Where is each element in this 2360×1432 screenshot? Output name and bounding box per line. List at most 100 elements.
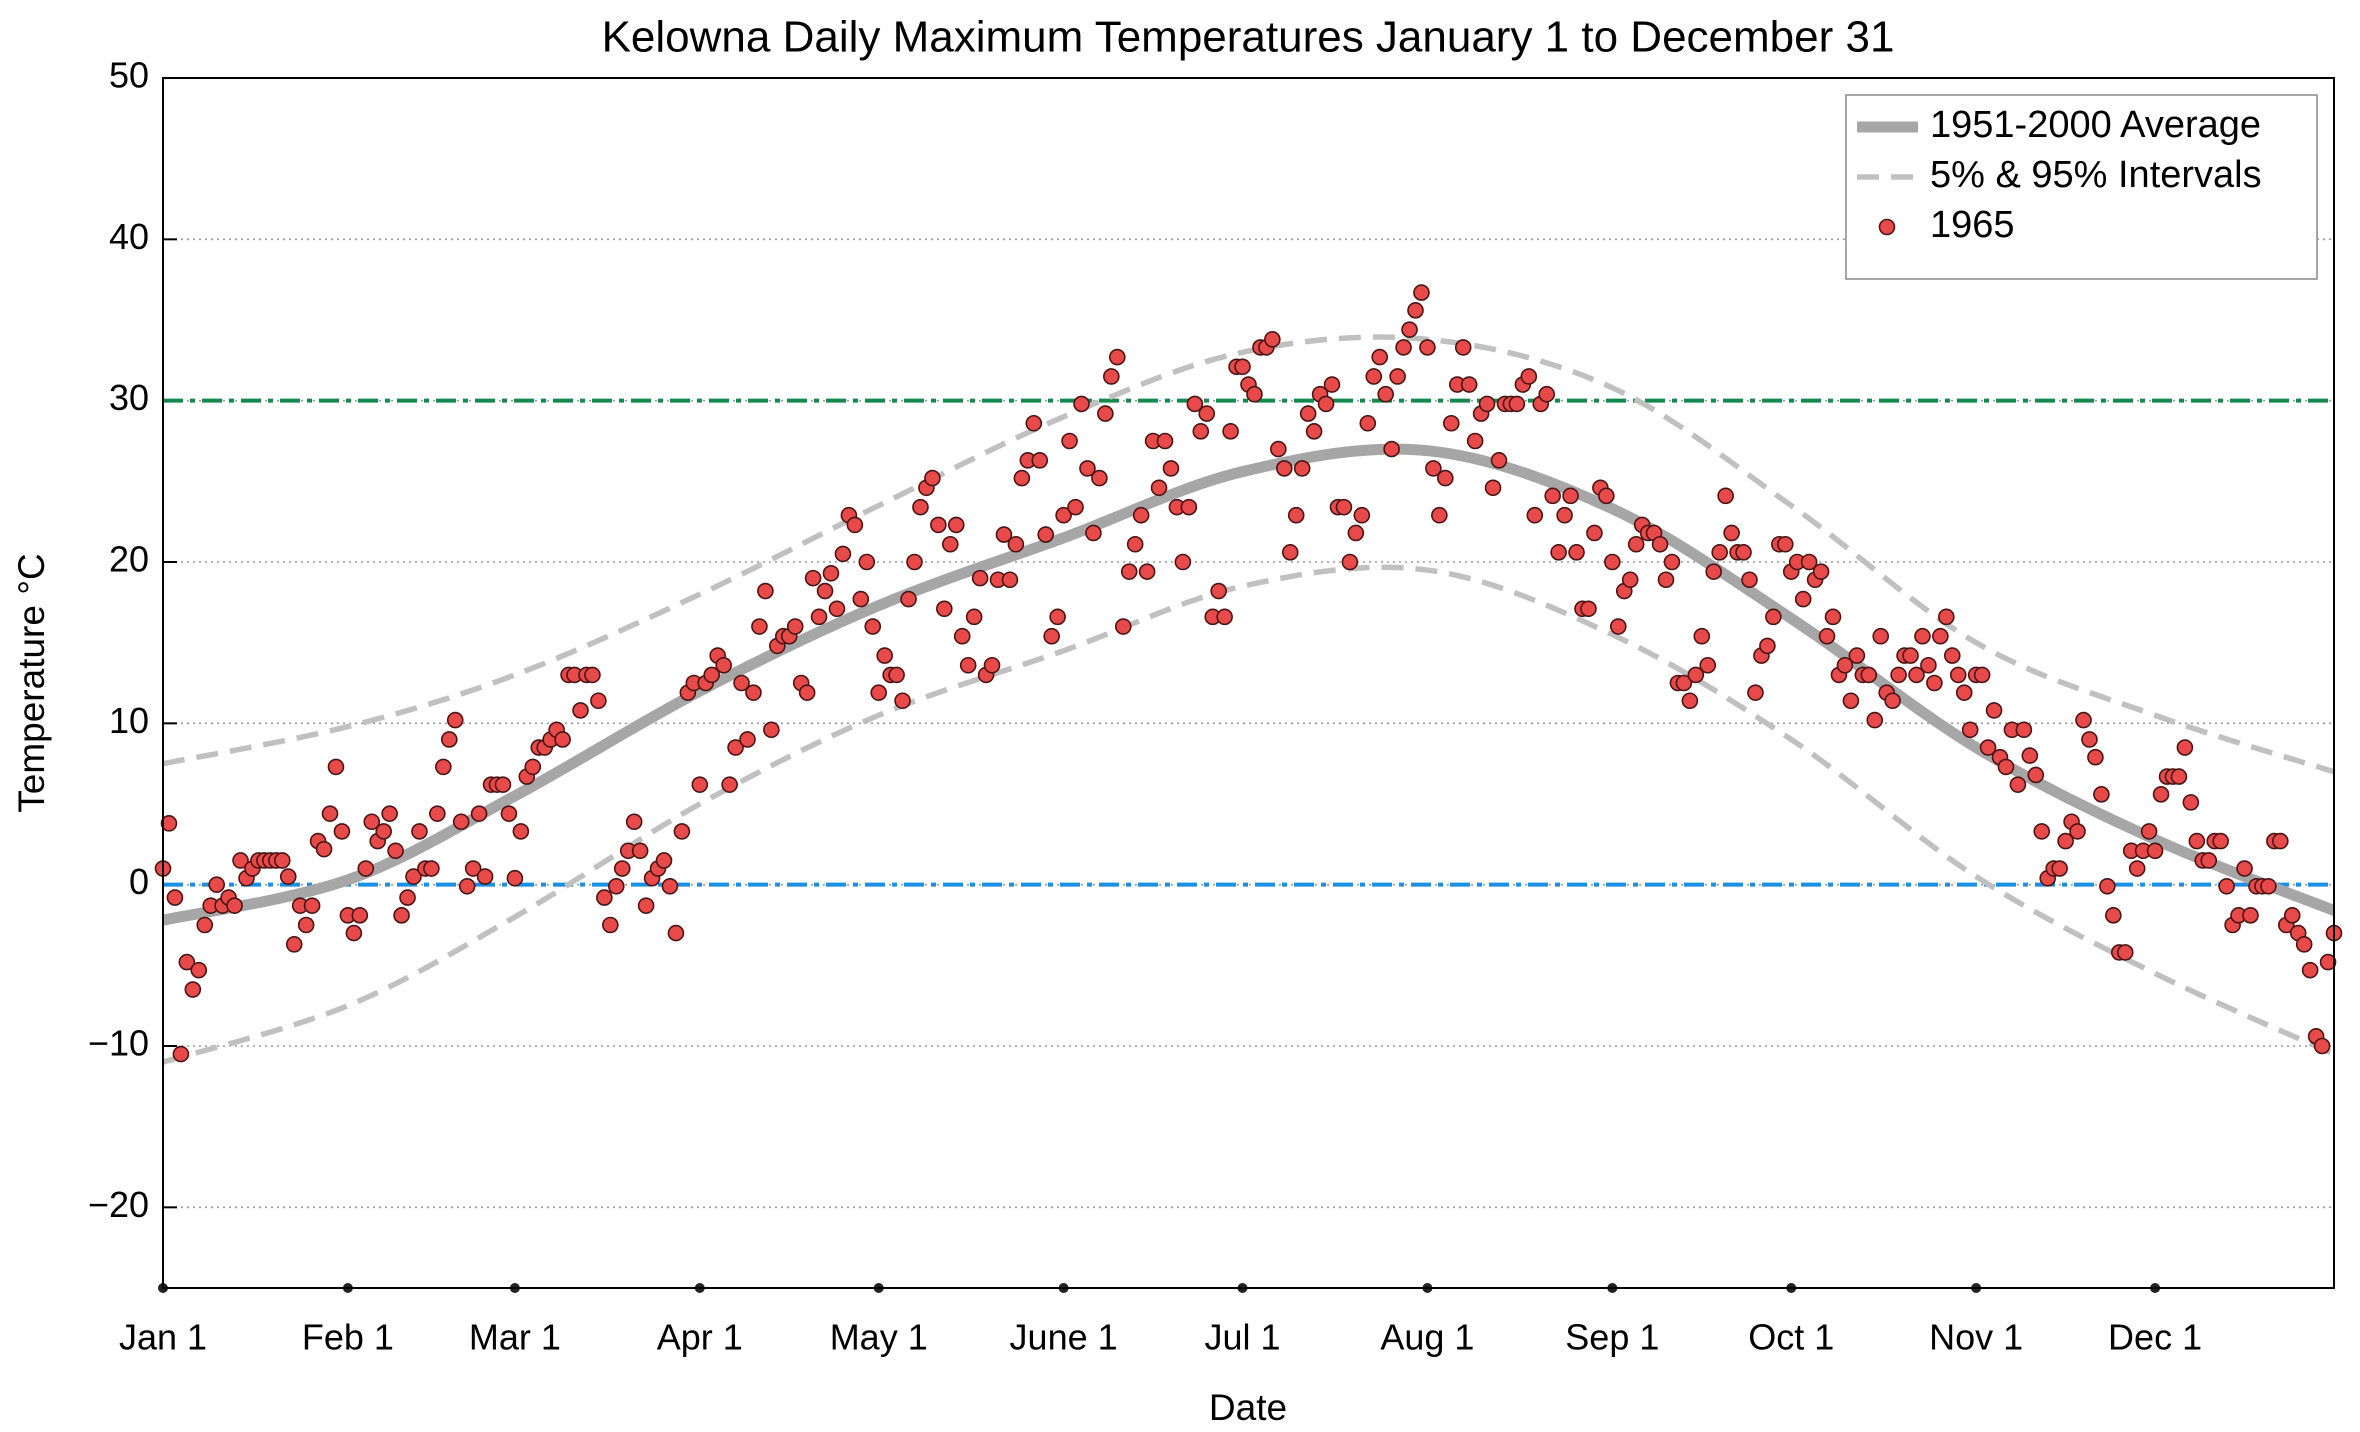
data-point xyxy=(458,877,476,895)
data-point xyxy=(1442,414,1460,432)
data-point xyxy=(1371,348,1389,366)
x-tick-label: Apr 1 xyxy=(657,1317,743,1358)
data-point xyxy=(1055,506,1072,524)
legend-label: 1965 xyxy=(1930,204,2015,246)
data-point xyxy=(1544,487,1561,505)
data-point xyxy=(2027,766,2045,784)
data-point xyxy=(1723,524,1740,542)
data-point xyxy=(1490,452,1508,469)
data-point xyxy=(1717,487,1734,505)
data-point xyxy=(1114,618,1132,635)
y-tick-label: 10 xyxy=(109,700,149,741)
data-point xyxy=(1162,460,1180,477)
data-point xyxy=(363,813,381,831)
data-point xyxy=(1103,368,1120,385)
data-point xyxy=(1246,385,1263,403)
data-point xyxy=(894,692,911,710)
data-point xyxy=(1395,339,1412,356)
data-point xyxy=(1222,423,1239,440)
x-tick-label: Feb 1 xyxy=(302,1317,394,1358)
data-point xyxy=(315,840,333,858)
average-line xyxy=(163,443,2334,926)
data-point xyxy=(1848,647,1866,664)
data-point xyxy=(500,805,518,822)
data-point xyxy=(1299,405,1317,422)
data-point xyxy=(172,1045,190,1063)
data-point xyxy=(1949,666,1967,684)
data-point xyxy=(1711,544,1728,561)
data-point xyxy=(1156,432,1174,450)
data-point xyxy=(423,860,440,877)
data-point xyxy=(1431,506,1448,524)
data-point xyxy=(1985,702,2003,719)
data-point xyxy=(2313,1037,2331,1055)
data-point xyxy=(924,469,941,487)
data-point xyxy=(1401,321,1418,338)
data-point xyxy=(2051,860,2068,877)
data-point xyxy=(673,823,691,840)
data-point xyxy=(1526,506,1544,524)
data-point xyxy=(822,564,840,582)
data-point xyxy=(1347,524,1365,542)
data-point xyxy=(2146,842,2164,860)
data-point xyxy=(941,535,959,553)
data-point xyxy=(232,852,249,869)
data-point xyxy=(1419,339,1436,356)
interval-line xyxy=(163,564,2334,1065)
data-point xyxy=(1651,535,1669,553)
data-point xyxy=(1955,684,1973,701)
data-point xyxy=(1108,348,1126,366)
data-point xyxy=(631,842,649,860)
data-point xyxy=(1824,608,1842,626)
x-axis-label: Date xyxy=(1209,1387,1287,1428)
data-point xyxy=(2093,786,2110,803)
data-point xyxy=(1275,460,1293,477)
x-tick-label: Aug 1 xyxy=(1380,1317,1474,1358)
y-tick-label: 40 xyxy=(109,216,149,257)
data-point xyxy=(1902,647,1919,664)
data-point xyxy=(1842,692,1860,710)
data-point xyxy=(452,813,470,831)
y-tick-label: 30 xyxy=(109,377,149,418)
data-point xyxy=(1437,469,1454,487)
data-point xyxy=(1735,544,1752,561)
data-point xyxy=(2319,953,2337,971)
x-tick-label: Jan 1 xyxy=(119,1317,207,1358)
x-tick-label: Jul 1 xyxy=(1205,1317,1281,1358)
data-point xyxy=(1270,440,1287,458)
data-point xyxy=(1586,524,1603,542)
data-point xyxy=(2176,739,2194,756)
y-tick-label: 50 xyxy=(109,55,149,96)
data-point xyxy=(870,684,888,701)
data-point xyxy=(1508,395,1526,413)
data-point xyxy=(435,758,452,776)
data-point xyxy=(1454,339,1472,356)
data-point xyxy=(1293,460,1311,477)
data-point xyxy=(1759,637,1776,655)
data-point xyxy=(906,553,923,571)
data-point xyxy=(1025,414,1043,432)
data-point xyxy=(1657,571,1675,589)
data-point xyxy=(1192,423,1210,440)
data-point xyxy=(1776,535,1794,553)
data-point xyxy=(1484,479,1502,497)
data-point xyxy=(1425,460,1442,477)
data-point xyxy=(1562,487,1579,505)
data-point xyxy=(602,916,619,934)
data-point xyxy=(160,815,178,832)
data-point xyxy=(1961,721,1979,739)
data-point xyxy=(1287,506,1305,524)
data-point xyxy=(667,924,685,942)
data-point xyxy=(572,702,589,719)
data-point xyxy=(1687,666,1705,684)
data-point xyxy=(798,684,816,701)
data-point xyxy=(2283,907,2301,924)
data-point xyxy=(1609,618,1627,635)
data-point xyxy=(375,823,392,840)
data-point xyxy=(1884,692,1901,710)
data-point xyxy=(2242,907,2259,924)
data-point xyxy=(727,739,744,756)
data-point xyxy=(900,590,917,608)
